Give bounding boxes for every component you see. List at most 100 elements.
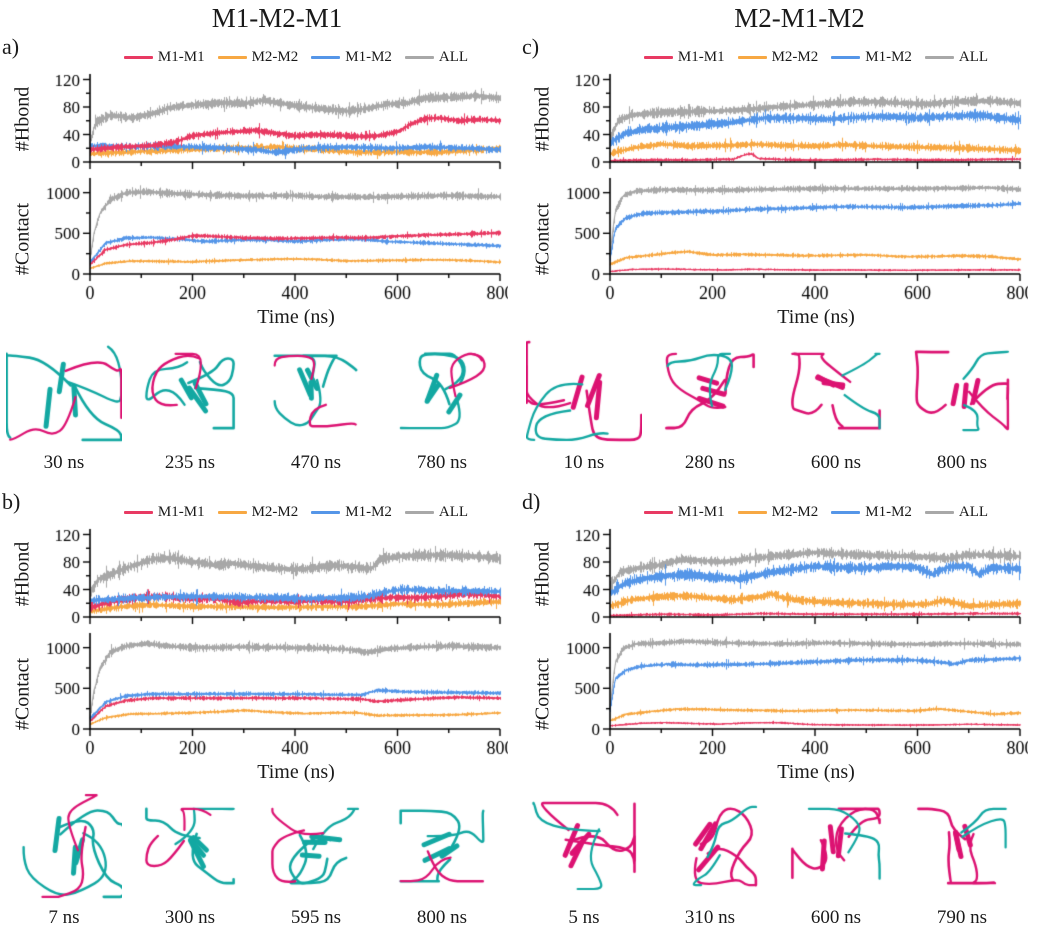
contact-chart-row: #Contact <box>520 172 1039 306</box>
structure-snapshot <box>132 334 248 452</box>
structure-snapshot <box>526 334 642 452</box>
structure-snapshots-b <box>6 789 520 907</box>
hbond-chart-row: #Hbond <box>520 521 1039 627</box>
legend-label: M1-M2 <box>345 48 392 65</box>
snapshot-time-label: 300 ns <box>164 907 216 928</box>
snapshot-time-labels: 7 ns 300 ns 595 ns 800 ns <box>6 907 520 931</box>
legend-item-m1m1: M1-M1 <box>123 48 205 66</box>
legend-c: M1-M1 M2-M2 M1-M2 ALL <box>610 48 1022 66</box>
structure-snapshot <box>384 334 500 452</box>
hbond-axis-label: #Hbond <box>531 541 554 607</box>
snapshot-time-label: 780 ns <box>416 452 468 473</box>
structure-snapshots-d <box>526 789 1039 907</box>
hbond-chart-row: #Hbond <box>520 66 1039 172</box>
legend-d: M1-M1 M2-M2 M1-M2 ALL <box>610 503 1022 521</box>
contact-chart-a <box>46 172 508 306</box>
legend-line-swatch-m1m2 <box>831 55 861 59</box>
snapshot-time-labels: 10 ns 280 ns 600 ns 800 ns <box>526 452 1039 476</box>
snapshot-time-label: 600 ns <box>810 907 862 928</box>
snapshot-time-label: 595 ns <box>290 907 342 928</box>
structure-snapshots-a <box>6 334 520 452</box>
legend-label: M2-M2 <box>251 48 299 65</box>
contact-chart-row: #Contact <box>0 172 520 306</box>
legend-item-m1m1: M1-M1 <box>643 504 725 521</box>
hbond-chart-b <box>46 521 508 627</box>
legend-item-m1m2: M1-M2 <box>311 49 392 66</box>
hbond-axis-label: #Hbond <box>11 541 34 607</box>
legend-label: M1-M1 <box>157 503 205 520</box>
contact-axis-label: #Contact <box>531 202 554 276</box>
legend-item-m1m2: M1-M2 <box>311 504 392 521</box>
legend-label: ALL <box>958 48 989 65</box>
hbond-chart-row: #Hbond <box>0 66 520 172</box>
contact-axis-label: #Contact <box>11 657 34 731</box>
hbond-chart-row: #Hbond <box>0 521 520 627</box>
panel-letter-c: c) <box>522 34 540 59</box>
panel-letter-d: d) <box>522 489 541 514</box>
structure-snapshot <box>526 789 642 907</box>
snapshot-time-label: 600 ns <box>810 452 862 473</box>
snapshot-time-label: 30 ns <box>43 452 85 473</box>
legend-a: M1-M1 M2-M2 M1-M2 ALL <box>90 48 502 66</box>
column-title-left: M1-M2-M1 <box>211 3 343 33</box>
hbond-chart-a <box>46 66 508 172</box>
legend-label: M1-M2 <box>345 503 392 520</box>
legend-line-swatch-m1m2 <box>311 510 341 514</box>
time-axis-label: Time (ns) <box>257 306 335 328</box>
legend-line-swatch-all <box>404 55 434 59</box>
legend-line-swatch-m1m2 <box>831 510 861 514</box>
legend-line-swatch-all <box>924 55 954 59</box>
structure-snapshot <box>258 789 374 907</box>
contact-chart-b <box>46 627 508 761</box>
snapshot-time-label: 800 ns <box>416 907 468 928</box>
contact-chart-row: #Contact <box>520 627 1039 761</box>
legend-label: M2-M2 <box>771 503 819 520</box>
legend-label: ALL <box>958 503 989 520</box>
snapshot-time-label: 5 ns <box>568 907 600 928</box>
legend-line-swatch-m2m2 <box>217 55 247 59</box>
legend-item-all: ALL <box>924 48 989 66</box>
structure-snapshot <box>6 334 122 452</box>
legend-label: M1-M1 <box>157 48 205 65</box>
legend-label: M1-M1 <box>677 48 725 65</box>
column-title-right: M2-M1-M2 <box>734 3 865 33</box>
legend-line-swatch-m2m2 <box>217 510 247 514</box>
structure-snapshot <box>904 789 1020 907</box>
snapshot-time-label: 7 ns <box>48 907 80 928</box>
legend-item-all: ALL <box>404 48 469 66</box>
legend-label: M2-M2 <box>771 48 819 65</box>
snapshot-time-label: 470 ns <box>290 452 342 473</box>
structure-snapshot <box>778 334 894 452</box>
structure-snapshots-c <box>526 334 1039 452</box>
legend-item-m1m2: M1-M2 <box>831 504 912 521</box>
contact-axis-label: #Contact <box>11 202 34 276</box>
panel-a: a) M1-M1 M2-M2 M1-M2 ALL #Hbond #Contact… <box>0 34 520 489</box>
legend-line-swatch-m1m1 <box>643 55 673 59</box>
snapshot-time-label: 790 ns <box>936 907 988 928</box>
snapshot-time-labels: 5 ns 310 ns 600 ns 790 ns <box>526 907 1039 931</box>
snapshot-time-label: 310 ns <box>684 907 736 928</box>
legend-line-swatch-all <box>924 510 954 514</box>
legend-item-all: ALL <box>404 504 468 521</box>
structure-snapshot <box>778 789 894 907</box>
legend-item-m1m1: M1-M1 <box>123 503 205 521</box>
time-axis-label: Time (ns) <box>777 761 855 783</box>
snapshot-time-label: 800 ns <box>936 452 988 473</box>
legend-label: M2-M2 <box>251 503 299 520</box>
snapshot-time-label: 10 ns <box>563 452 605 473</box>
structure-snapshot <box>132 789 248 907</box>
contact-chart-d <box>566 627 1028 761</box>
legend-line-swatch-all <box>404 510 434 514</box>
legend-item-m1m2: M1-M2 <box>831 49 912 66</box>
panel-letter-a: a) <box>2 34 20 59</box>
legend-item-m2m2: M2-M2 <box>217 48 299 66</box>
structure-snapshot <box>652 334 768 452</box>
snapshot-time-label: 235 ns <box>164 452 216 473</box>
contact-chart-c <box>566 172 1028 306</box>
legend-item-m1m1: M1-M1 <box>643 48 725 66</box>
hbond-axis-label: #Hbond <box>11 86 34 152</box>
legend-item-all: ALL <box>924 503 989 521</box>
legend-line-swatch-m1m1 <box>123 510 153 514</box>
legend-label: ALL <box>438 48 469 65</box>
contact-axis-label: #Contact <box>531 657 554 731</box>
